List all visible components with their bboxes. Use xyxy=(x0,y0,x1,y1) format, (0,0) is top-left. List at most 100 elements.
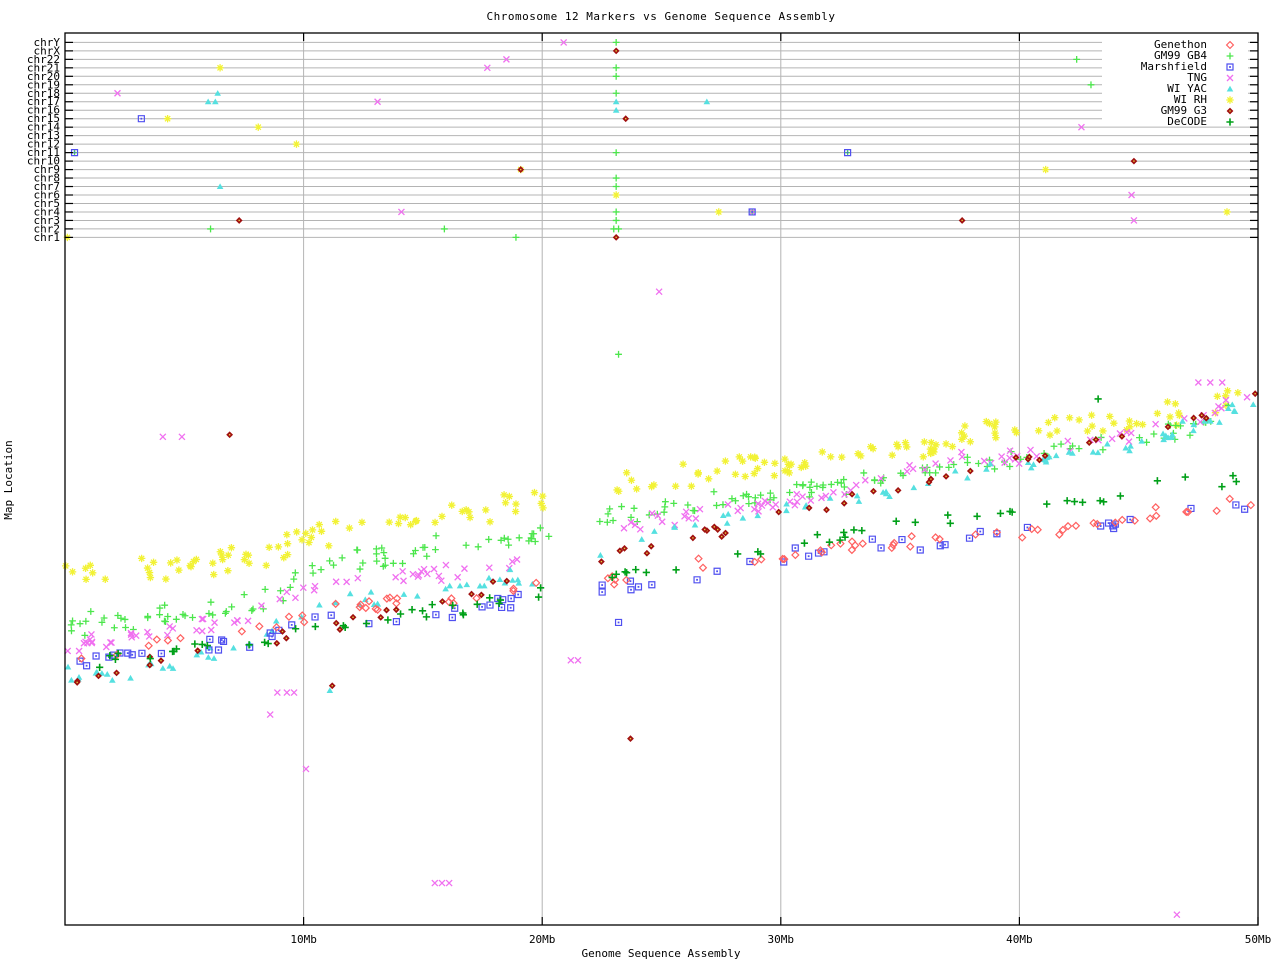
marker-opendiamond xyxy=(1225,40,1235,50)
marker-squaredot xyxy=(124,649,132,657)
marker-plusbold xyxy=(1094,395,1102,403)
marker-opendiamond xyxy=(1063,521,1073,531)
marker-plusbold xyxy=(203,641,211,650)
marker-xcross xyxy=(648,509,656,517)
marker-opendiamond xyxy=(1182,507,1191,517)
marker-xcross xyxy=(193,626,201,634)
marker-plusbold xyxy=(1232,477,1240,486)
marker-star8 xyxy=(302,529,310,538)
marker-triangle xyxy=(485,574,493,581)
marker-filleddiamond xyxy=(1198,411,1206,419)
marker-xcross xyxy=(861,476,869,484)
marker-xcross xyxy=(430,565,438,573)
marker-filleddiamond xyxy=(1085,439,1093,447)
marker-plusbold xyxy=(672,566,680,574)
marker-star8 xyxy=(1153,409,1162,418)
marker-opendiamond xyxy=(331,599,340,609)
marker-plus xyxy=(751,494,759,502)
marker-opendiamond xyxy=(444,597,454,607)
marker-star8 xyxy=(448,501,456,509)
marker-opendiamond xyxy=(355,602,364,612)
marker-triangle xyxy=(612,98,620,105)
marker-star8 xyxy=(894,443,902,451)
marker-filleddiamond xyxy=(823,506,830,514)
marker-triangle xyxy=(691,521,699,528)
marker-triangle xyxy=(367,588,375,595)
marker-xcross xyxy=(1218,379,1226,386)
marker-triangle xyxy=(205,654,212,660)
marker-star8 xyxy=(537,499,545,508)
marker-filleddiamond xyxy=(1130,157,1138,165)
marker-star8 xyxy=(787,460,795,468)
marker-star8 xyxy=(505,492,514,501)
marker-squaredot xyxy=(214,646,223,654)
marker-star8 xyxy=(149,558,158,567)
marker-star8 xyxy=(731,470,740,479)
marker-star8 xyxy=(694,470,702,478)
marker-opendiamond xyxy=(971,530,980,539)
marker-plusbold xyxy=(496,596,505,604)
marker-star8 xyxy=(1175,411,1184,420)
chrom-label-chr8: chr8 xyxy=(34,172,61,185)
marker-filleddiamond xyxy=(718,533,726,540)
marker-star8 xyxy=(486,518,494,526)
marker-plusbold xyxy=(408,606,416,614)
marker-filleddiamond xyxy=(927,475,935,483)
marker-xcross xyxy=(791,501,799,509)
marker-filleddiamond xyxy=(95,672,102,680)
marker-plusbold xyxy=(198,640,206,649)
marker-star8 xyxy=(958,435,966,444)
marker-plus xyxy=(531,538,539,545)
marker-star8 xyxy=(224,551,232,559)
marker-triangle xyxy=(346,590,354,597)
marker-triangle xyxy=(951,467,959,474)
marker-plus xyxy=(87,608,95,615)
marker-triangle xyxy=(509,577,516,583)
marker-plusbold xyxy=(1218,483,1226,491)
marker-plusbold xyxy=(292,625,300,633)
marker-xcross xyxy=(877,474,885,482)
marker-star8 xyxy=(308,526,317,534)
marker-xcross xyxy=(417,567,425,575)
marker-plus xyxy=(117,614,125,622)
marker-star8 xyxy=(406,520,415,529)
marker-plus xyxy=(945,463,953,471)
marker-filleddiamond xyxy=(870,487,877,495)
marker-xcross xyxy=(87,631,95,638)
marker-opendiamond xyxy=(1058,525,1068,535)
marker-squaredot xyxy=(137,115,145,123)
marker-plusbold xyxy=(911,518,919,526)
chrom-label-chr10: chr10 xyxy=(27,155,60,168)
marker-star8 xyxy=(280,553,288,562)
chrom-label-chr11: chr11 xyxy=(27,146,60,159)
marker-triangle xyxy=(1027,464,1035,471)
marker-plus xyxy=(228,603,236,611)
marker-opendiamond xyxy=(509,586,518,596)
marker-xcross xyxy=(1211,409,1219,417)
marker-triangle xyxy=(671,523,678,530)
marker-plusbold xyxy=(1096,497,1104,505)
marker-star8 xyxy=(785,469,793,477)
marker-triangle xyxy=(964,474,971,481)
marker-xcross xyxy=(127,629,135,637)
marker-triangle xyxy=(204,98,212,105)
marker-filleddiamond xyxy=(146,661,154,669)
marker-plus xyxy=(277,587,284,595)
marker-star8 xyxy=(209,559,217,567)
marker-star8 xyxy=(292,140,301,148)
marker-plus xyxy=(710,488,718,496)
marker-triangle xyxy=(1226,85,1234,92)
marker-star8 xyxy=(1053,427,1061,435)
marker-opendiamond xyxy=(163,636,173,645)
marker-triangle xyxy=(456,582,464,589)
marker-star8 xyxy=(753,464,762,473)
marker-xcross xyxy=(283,689,291,697)
marker-star8 xyxy=(750,469,758,478)
marker-squaredot xyxy=(598,581,606,589)
marker-plus xyxy=(770,494,778,502)
marker-plusbold xyxy=(339,622,347,630)
marker-filleddiamond xyxy=(848,490,856,498)
chrom-label-chr7: chr7 xyxy=(34,180,61,193)
marker-triangle xyxy=(1094,449,1102,456)
marker-star8 xyxy=(283,530,291,539)
